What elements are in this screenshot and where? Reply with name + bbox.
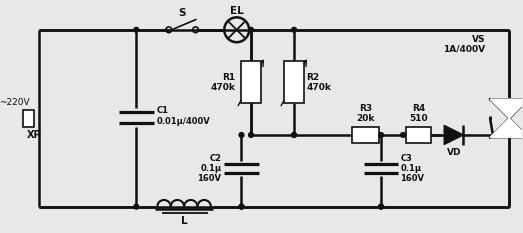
Circle shape bbox=[292, 133, 297, 137]
Text: L: L bbox=[181, 216, 187, 226]
Polygon shape bbox=[490, 99, 523, 118]
Bar bbox=[285, 61, 304, 103]
Bar bbox=[242, 61, 260, 103]
Text: R1
470k: R1 470k bbox=[211, 73, 236, 92]
Text: C3
0.1μ
160V: C3 0.1μ 160V bbox=[400, 154, 424, 183]
Text: XP: XP bbox=[27, 130, 41, 140]
Text: ~220V: ~220V bbox=[0, 98, 29, 107]
Bar bbox=[406, 127, 431, 143]
Text: EL: EL bbox=[230, 6, 244, 16]
Circle shape bbox=[134, 27, 139, 32]
Circle shape bbox=[239, 204, 244, 209]
Text: VD: VD bbox=[447, 148, 461, 157]
Polygon shape bbox=[444, 125, 463, 144]
Circle shape bbox=[379, 133, 383, 137]
Bar bbox=[22, 110, 34, 127]
Circle shape bbox=[248, 133, 254, 137]
Text: C1
0.01μ/400V: C1 0.01μ/400V bbox=[156, 106, 210, 126]
Bar bbox=[353, 127, 379, 143]
Circle shape bbox=[239, 133, 244, 137]
Circle shape bbox=[379, 204, 383, 209]
Circle shape bbox=[379, 204, 383, 209]
Circle shape bbox=[239, 204, 244, 209]
Text: C2
0.1μ
160V: C2 0.1μ 160V bbox=[197, 154, 221, 183]
Circle shape bbox=[292, 27, 297, 32]
Circle shape bbox=[292, 133, 297, 137]
Text: R3
20k: R3 20k bbox=[357, 104, 375, 123]
Circle shape bbox=[401, 133, 405, 137]
Text: R4
510: R4 510 bbox=[409, 104, 428, 123]
Text: S: S bbox=[178, 8, 186, 18]
Polygon shape bbox=[490, 118, 523, 137]
Text: R2
470k: R2 470k bbox=[306, 73, 332, 92]
Circle shape bbox=[248, 27, 254, 32]
Text: VS
1A/400V: VS 1A/400V bbox=[443, 34, 485, 54]
Circle shape bbox=[134, 204, 139, 209]
